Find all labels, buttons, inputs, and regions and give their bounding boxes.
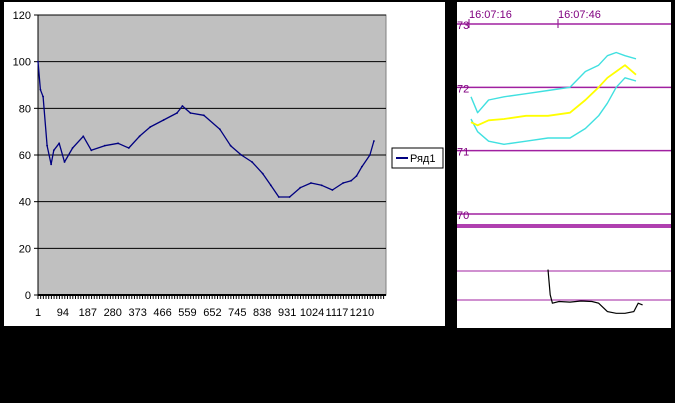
series-point <box>103 144 106 147</box>
y-tick-label: 0 <box>25 290 31 302</box>
x-tick-label: 373 <box>128 307 146 319</box>
x-tick-label: 745 <box>228 307 246 319</box>
x-tick-label: 1024 <box>300 307 324 319</box>
y-tick-label: 20 <box>19 243 31 255</box>
left-line-chart: 0 20 40 60 80 100 120 1 94 187 280 373 466 559 652 745 8… <box>4 2 445 326</box>
series-point <box>277 196 280 198</box>
series-point <box>288 196 291 198</box>
left-chart-svg: 0 20 40 60 80 100 120 1 94 187 280 373 466 559 652 745 8… <box>13 10 444 319</box>
panel-separator <box>457 224 671 228</box>
series-point <box>261 172 264 175</box>
series-point <box>52 149 55 152</box>
series-point <box>162 119 165 121</box>
x-tick-label: 652 <box>203 307 221 319</box>
y-tick-label: 80 <box>19 103 31 115</box>
series-point <box>63 161 66 163</box>
lower-panel-trace <box>547 269 643 314</box>
series-point <box>373 140 375 142</box>
y-tick-label: 40 <box>19 197 31 209</box>
series-point <box>37 60 39 63</box>
x-tick-label: 280 <box>104 307 122 319</box>
series-point <box>355 175 358 177</box>
series-point <box>269 184 272 187</box>
y-tick-label: 60 <box>19 150 31 162</box>
gridline-label: 72 <box>457 83 469 95</box>
x-tick-label: 466 <box>153 307 171 319</box>
series-point <box>149 126 152 128</box>
series-point <box>50 163 53 166</box>
series-point <box>71 147 74 149</box>
series-point <box>342 182 345 184</box>
right-chart-svg: 16:07:16 16:07:46 73 72 71 70 <box>457 9 671 314</box>
series-point <box>219 128 221 131</box>
x-tick-label: 1117 <box>326 307 349 319</box>
x-tick-label: 838 <box>253 307 271 319</box>
x-tick-label: 931 <box>278 307 296 319</box>
gridline-label: 71 <box>457 147 469 159</box>
series-point <box>127 147 130 149</box>
series-point <box>138 135 141 138</box>
cyan-lower-band <box>470 77 637 146</box>
y-tick-label: 120 <box>13 10 31 22</box>
series-point <box>90 149 93 152</box>
legend-label: Ряд1 <box>410 153 435 165</box>
gridline-label: 70 <box>457 210 469 222</box>
series-point <box>58 142 61 145</box>
legend-box <box>391 147 444 169</box>
time-label: 16:07:46 <box>558 9 601 21</box>
gridline-label: 73 <box>457 20 469 32</box>
yellow-mean-line <box>470 64 637 127</box>
x-tick-label: 94 <box>57 307 69 319</box>
x-tick-label: 187 <box>79 307 97 319</box>
series-point <box>299 186 302 189</box>
series-point <box>320 184 323 187</box>
series-point <box>42 95 44 98</box>
series-point <box>310 182 312 184</box>
x-tick-label: 559 <box>178 307 196 319</box>
series-point <box>350 179 353 182</box>
y-tick-label: 100 <box>13 57 31 69</box>
series-point <box>251 161 253 163</box>
series-point <box>39 88 42 91</box>
series-point <box>46 144 49 147</box>
series-point <box>331 189 334 191</box>
series-point <box>82 135 85 138</box>
time-label: 16:07:16 <box>469 9 512 21</box>
series-point <box>202 114 205 117</box>
series-point <box>369 154 371 156</box>
series-point <box>240 154 243 156</box>
series-point <box>181 105 184 107</box>
right-monitor-chart: 16:07:16 16:07:46 73 72 71 70 <box>457 2 671 328</box>
series-point <box>176 112 178 114</box>
series-point <box>189 112 192 114</box>
series-point <box>117 142 120 145</box>
x-tick-label: 1 <box>35 307 41 319</box>
x-tick-label: 1210 <box>350 307 374 319</box>
series-point <box>360 165 363 168</box>
cyan-upper-band <box>470 51 637 114</box>
series-point <box>229 144 232 147</box>
